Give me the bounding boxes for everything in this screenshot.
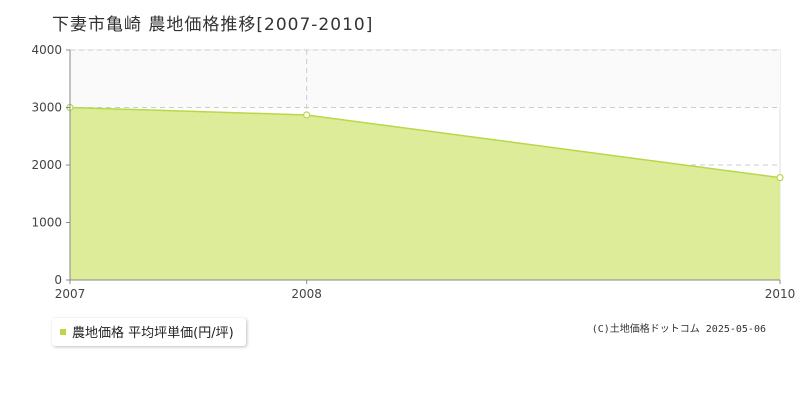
plot-area-upper-band bbox=[70, 50, 780, 108]
legend-swatch bbox=[60, 328, 66, 335]
y-tick-label-3: 3000 bbox=[31, 101, 62, 115]
legend: 農地価格 平均坪単価(円/坪) bbox=[52, 318, 246, 346]
series-area bbox=[70, 107, 780, 280]
x-tick-label-2: 2010 bbox=[765, 287, 796, 301]
data-point-2008 bbox=[303, 111, 311, 119]
y-tick-label-2: 2000 bbox=[31, 158, 62, 172]
chart-title: 下妻市亀崎 農地価格推移[2007-2010] bbox=[52, 15, 374, 35]
legend-label: 農地価格 平均坪単価(円/坪) bbox=[72, 326, 234, 341]
data-point-2010 bbox=[776, 174, 784, 182]
x-tick-label-0: 2007 bbox=[55, 287, 86, 301]
y-tick-label-4: 4000 bbox=[31, 43, 62, 57]
y-tick-label-0: 0 bbox=[54, 273, 62, 287]
copyright-text: (C)土地価格ドットコム 2025-05-06 bbox=[591, 324, 766, 335]
y-tick-label-1: 1000 bbox=[31, 216, 62, 230]
x-tick-label-1: 2008 bbox=[291, 287, 322, 301]
